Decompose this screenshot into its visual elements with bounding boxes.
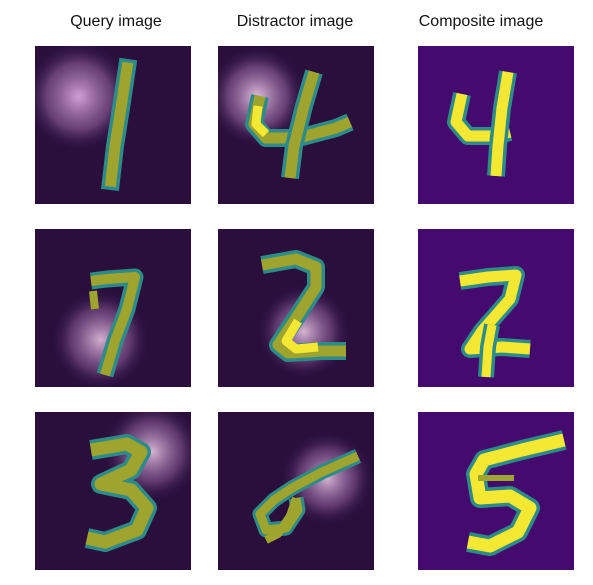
query-image-row-3: [35, 412, 191, 570]
distractor-image-row-2: [218, 229, 374, 387]
composite-image-row-1: [418, 46, 574, 204]
composite-image-row-3: [418, 412, 574, 570]
query-image-row-1: [35, 46, 191, 204]
column-label-query: Query image: [70, 13, 162, 30]
composite-image-row-2: [418, 229, 574, 387]
distractor-image-row-3: [218, 412, 374, 570]
distractor-image-row-1: [218, 46, 374, 204]
column-label-composite: Composite image: [418, 13, 544, 30]
column-label-distractor: Distractor image: [236, 13, 354, 30]
query-image-row-2: [35, 229, 191, 387]
